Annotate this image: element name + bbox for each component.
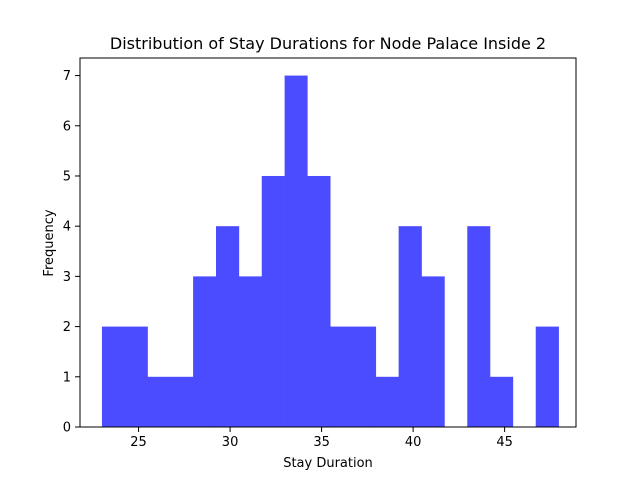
y-tick-label: 3 [63,270,71,285]
histogram-bar [307,175,331,427]
y-tick-label: 5 [63,169,71,184]
x-tick-label: 30 [222,435,239,450]
y-tick-label: 0 [63,421,71,436]
x-tick-label: 45 [496,435,513,450]
histogram-bar [238,276,263,427]
y-axis-label: Frequency [42,209,57,276]
histogram-bar [489,376,514,427]
histogram-bar [261,175,285,427]
y-tick-label: 2 [63,320,71,335]
y-tick-label: 7 [63,69,71,84]
y-tick-label: 1 [63,370,71,385]
chart-title: Distribution of Stay Durations for Node … [110,34,546,53]
histogram-bar [193,276,217,427]
histogram-bar [535,326,559,427]
x-axis-ticks: 25 30 35 40 45 [130,427,513,450]
x-tick-label: 35 [313,435,330,450]
y-axis-ticks: 0 1 2 3 4 5 6 7 [63,69,80,436]
x-tick-label: 25 [130,435,147,450]
histogram-bar [147,376,194,427]
x-axis-label: Stay Duration [283,456,373,471]
plot-frame [79,57,577,428]
bars-group [101,75,559,427]
histogram-bar [398,226,422,427]
histogram-bar [215,226,240,427]
x-tick-label: 40 [405,435,422,450]
histogram-bar [467,226,491,427]
histogram-bar [330,326,377,427]
histogram-bar [421,276,445,427]
histogram-bar [375,376,399,427]
y-tick-label: 6 [63,119,71,134]
histogram-bar [284,75,308,427]
histogram-bar [101,326,148,427]
y-tick-label: 4 [63,220,71,235]
